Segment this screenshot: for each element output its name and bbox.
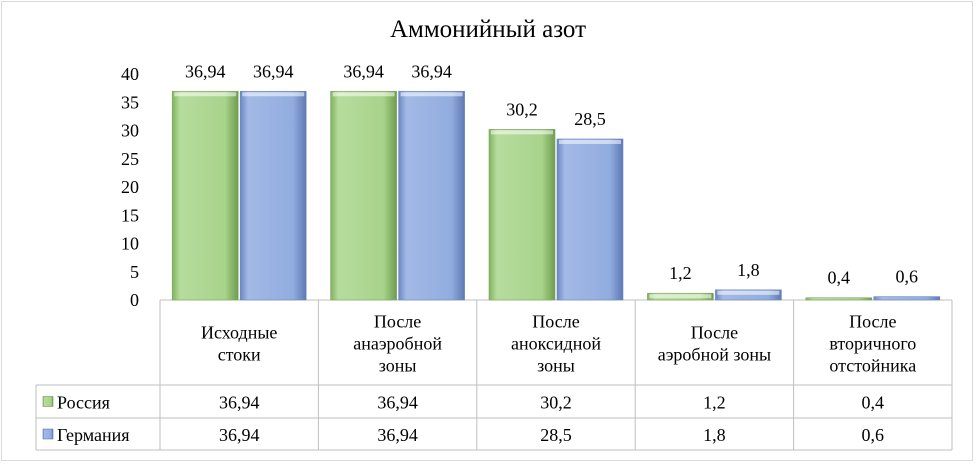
table-cell: 36,94 — [219, 425, 260, 445]
data-label: 36,94 — [411, 61, 452, 81]
bar-highlight — [649, 294, 712, 299]
table-cell: 1,8 — [703, 425, 726, 445]
bar — [556, 138, 624, 301]
y-tick-label: 30 — [121, 121, 139, 141]
data-label: 30,2 — [506, 99, 538, 119]
data-label: 0,6 — [896, 267, 919, 287]
data-label: 28,5 — [574, 109, 606, 129]
bar — [171, 90, 239, 301]
bar-highlight — [491, 130, 553, 135]
data-label: 36,94 — [253, 61, 294, 81]
data-label: 36,94 — [343, 61, 384, 81]
table-cell: 28,5 — [540, 425, 572, 445]
data-label: 0,4 — [828, 268, 851, 288]
bar — [715, 289, 782, 301]
category-label: После — [374, 312, 421, 332]
bar-highlight — [559, 139, 621, 144]
table-cell: 36,94 — [219, 393, 260, 413]
category-label: После — [532, 312, 579, 332]
category-label: анаэробной — [353, 334, 442, 354]
legend-label: Россия — [57, 393, 110, 413]
legend-key — [42, 428, 54, 440]
table-cell: 0,6 — [862, 425, 885, 445]
table-cell: 0,4 — [862, 393, 885, 413]
category-label: зоны — [379, 356, 417, 376]
data-label: 1,8 — [737, 260, 760, 280]
bar — [805, 297, 873, 301]
bar-highlight — [332, 92, 395, 97]
data-label: 1,2 — [669, 263, 692, 283]
category-label: аэробной зоны — [658, 345, 771, 365]
legend-label: Германия — [57, 425, 130, 445]
category-label: зоны — [537, 356, 575, 376]
table-cell: 30,2 — [540, 393, 572, 413]
bar-highlight — [717, 290, 780, 295]
y-tick-label: 0 — [130, 290, 139, 310]
bar — [330, 90, 397, 301]
bar-highlight — [400, 92, 463, 97]
table-cell: 1,2 — [703, 393, 726, 413]
category-label: отстойника — [829, 356, 916, 376]
bar — [398, 90, 465, 301]
y-tick-label: 15 — [121, 205, 139, 225]
bar-highlight — [174, 92, 237, 97]
table-cell: 36,94 — [377, 425, 418, 445]
y-tick-label: 25 — [121, 149, 139, 169]
y-tick-label: 40 — [121, 64, 139, 84]
chart-title: Аммонийный азот — [389, 16, 587, 43]
bar-highlight — [242, 92, 305, 97]
category-label: стоки — [218, 345, 261, 365]
bar — [488, 129, 556, 301]
category-label: После — [691, 323, 738, 343]
bar — [873, 296, 941, 301]
y-tick-label: 5 — [130, 262, 139, 282]
y-tick-label: 20 — [121, 177, 139, 197]
table-cell: 36,94 — [377, 393, 418, 413]
legend-key — [42, 396, 54, 407]
y-tick-label: 35 — [121, 92, 139, 112]
y-tick-label: 10 — [121, 234, 139, 254]
category-label: аноксидной — [511, 334, 601, 354]
category-label: вторичного — [829, 334, 916, 354]
category-label: Исходные — [201, 323, 277, 343]
bar — [239, 90, 307, 301]
data-label: 36,94 — [185, 61, 226, 81]
category-label: После — [849, 312, 896, 332]
